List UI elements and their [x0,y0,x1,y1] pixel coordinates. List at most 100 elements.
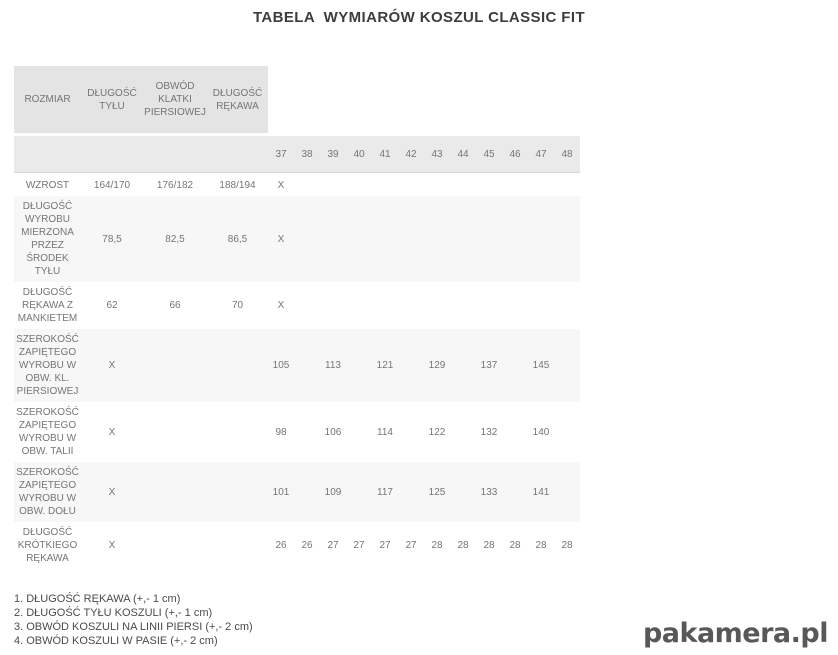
table-cell: 98 [275,426,287,438]
note-3: 3. OBWÓD KOSZULI NA LINII PIERSI (+,- 2 … [14,621,253,633]
table-cell [502,329,528,402]
table-cell [528,282,554,329]
table-cell [346,282,372,329]
table-cell: 117 [377,486,393,498]
table-cell [424,175,450,196]
table-body: WZROST 164/170 176/182 188/194 X DŁUGOŚĆ WYRO… [14,175,580,569]
table-cell [554,196,580,282]
table-cell: 28 [509,540,521,551]
table-cell [143,402,207,462]
table-cell: 26 [301,540,313,551]
table-cell [502,402,528,462]
row-label: DŁUGOŚĆ KRÓTKIEGO RĘKAWA [17,527,78,564]
table-cell [372,282,398,329]
table-cell: 109 [324,486,342,498]
table-cell [476,175,502,196]
size-header-cell: 47 [535,148,547,160]
table-cell: 105 [272,360,290,371]
row-label: DŁUGOŚĆ RĘKAWA Z MANKIETEM [17,287,78,324]
table-cell: 141 [532,486,550,498]
table-cell: 28 [483,540,495,551]
table-cell [320,282,346,329]
size-table: ROZMIAR DŁUGOŚĆ TYŁU OBWÓD KLATKI PIERSI… [14,66,580,569]
table-cell [450,175,476,196]
table-cell [476,196,502,282]
row-label: WZROST [25,180,70,191]
table-cell: 86,5 [227,233,248,245]
table-cell [502,282,528,329]
table-cell: X [277,233,285,245]
table-cell: 114 [377,426,393,438]
table-cell [476,282,502,329]
table-cell [320,196,346,282]
table-cell: X [277,180,285,191]
table-cell [346,329,372,402]
table-cell: 62 [106,300,118,311]
table-cell: 121 [376,360,394,371]
table-cell: 82,5 [165,233,185,245]
size-header-cell: 41 [379,148,391,160]
table-cell: X [108,540,116,551]
note-4: 4. OBWÓD KOSZULI W PASIE (+,- 2 cm) [14,635,218,647]
table-cell [207,402,268,462]
table-cell [143,329,207,402]
table-cell: 28 [431,540,443,551]
table-cell [143,462,207,522]
table-row: DŁUGOŚĆ WYROBU MIERZONA PRZEZ ŚRODEK TYŁ… [14,196,580,282]
table-cell [294,402,320,462]
table-cell: 28 [535,540,547,551]
table-cell [346,196,372,282]
table-cell [346,462,372,522]
table-cell [398,175,424,196]
table-cell: X [108,360,116,371]
table-cell: 70 [231,300,244,311]
table-cell: 145 [532,360,550,371]
size-header-cell: 46 [509,148,521,160]
size-header-cell: 38 [301,148,313,160]
table-cell [450,462,476,522]
table-cell [502,196,528,282]
table-cell: 26 [275,540,287,551]
table-row: DŁUGOŚĆ RĘKAWA Z MANKIETEM 62 66 70 X [14,282,580,329]
table-row: SZEROKOŚĆ ZAPIĘTEGO WYROBU W OBW. DOŁU X 1… [14,462,580,522]
table-cell: 140 [532,426,550,438]
table-cell: 133 [480,486,498,498]
size-header-cell: 44 [457,148,469,160]
table-cell [372,196,398,282]
size-header-cell: 39 [327,148,339,160]
column-header-rozmiar: ROZMIAR [24,94,71,105]
table-cell: X [108,486,116,498]
table-cell [207,462,268,522]
table-cell [346,175,372,196]
table-cell: 27 [327,540,339,551]
size-header-cell: 48 [561,148,573,160]
table-row: WZROST 164/170 176/182 188/194 X [14,175,580,196]
page-title: TABELA WYMIARÓW KOSZUL CLASSIC FIT [252,9,586,26]
table-row: DŁUGOŚĆ KRÓTKIEGO RĘKAWA X 26 26 27 27 27 27 28 2… [14,522,580,569]
table-cell: 101 [272,486,290,498]
table-cell [398,282,424,329]
table-cell [346,402,372,462]
table-cell [398,462,424,522]
table-cell [450,402,476,462]
table-cell [294,196,320,282]
table-cell: 78,5 [102,233,122,245]
table-cell [372,175,398,196]
table-cell [424,196,450,282]
table-cell: 66 [169,300,181,311]
table-cell: 28 [457,540,469,551]
table-cell [450,329,476,402]
size-header-cell: 45 [483,148,495,160]
table-cell [554,402,580,462]
note-2: 2. DŁUGOŚĆ TYŁU KOSZULI (+,- 1 cm) [14,607,213,619]
table-cell: 28 [561,540,573,551]
table-cell [294,175,320,196]
table-cell [294,282,320,329]
table-cell: X [108,426,116,438]
table-cell: 113 [325,360,341,371]
table-cell: 125 [428,486,446,498]
size-header-cell: 43 [431,148,443,160]
table-cell: 129 [428,360,446,371]
note-1: 1. DŁUGOŚĆ RĘKAWA (+,- 1 cm) [14,593,181,605]
table-cell [398,196,424,282]
